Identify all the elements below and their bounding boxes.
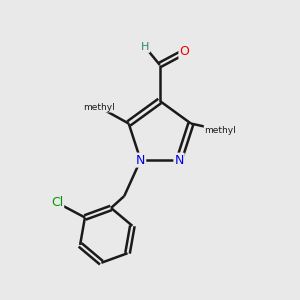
Text: H: H <box>141 42 149 52</box>
Text: N: N <box>136 154 145 166</box>
Text: N: N <box>174 154 184 166</box>
Text: methyl: methyl <box>205 126 236 135</box>
Text: Cl: Cl <box>51 196 63 209</box>
Text: methyl: methyl <box>83 103 115 112</box>
Text: O: O <box>179 45 189 58</box>
